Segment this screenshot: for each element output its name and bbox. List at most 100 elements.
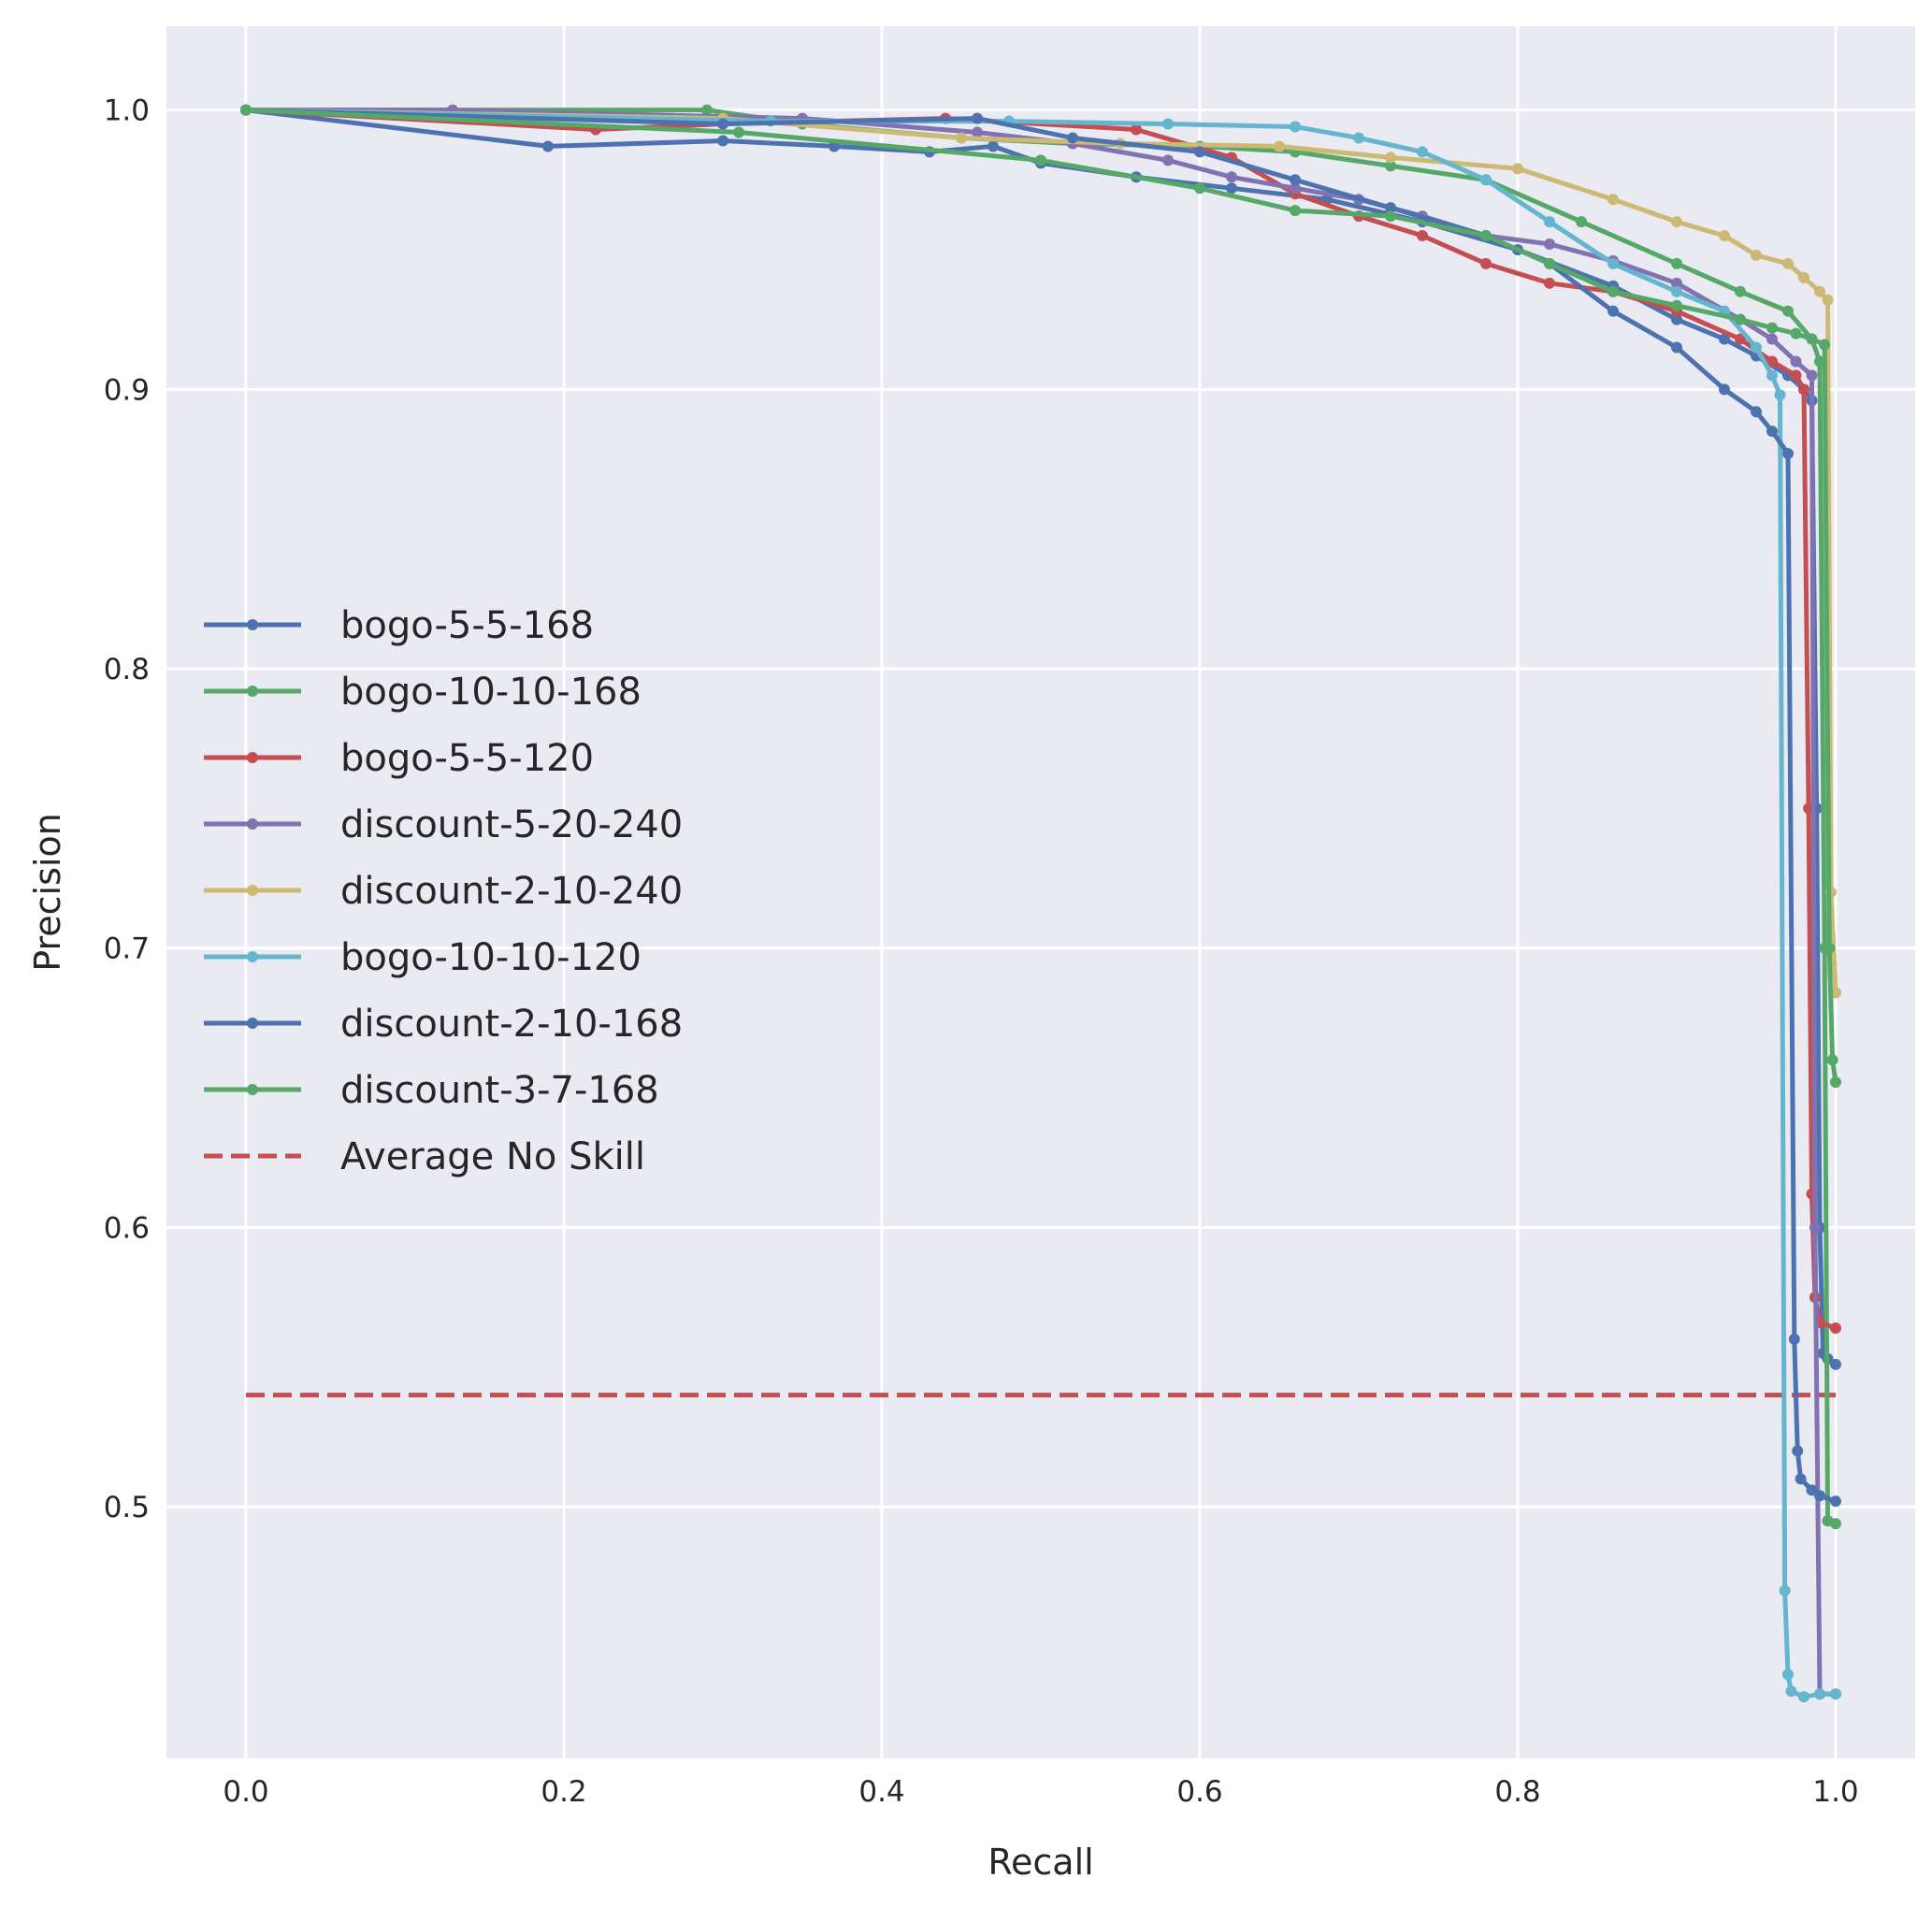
data-point [1544,277,1555,289]
legend: bogo-5-5-168 bogo-10-10-168 bogo-5-5-120 di… [204,604,683,1178]
data-point [1830,1358,1841,1370]
x-tick-label: 1.0 [1812,1775,1858,1809]
data-point [1735,333,1746,345]
data-point [1766,426,1778,438]
data-point [1782,257,1794,269]
data-point [1671,216,1682,228]
data-point [1766,333,1778,345]
data-point [717,135,728,147]
data-point [717,118,728,130]
data-point [1512,163,1523,175]
data-point [988,140,999,152]
data-point [1385,202,1396,214]
legend-label: discount-2-10-240 [340,870,683,913]
data-point [1719,333,1730,345]
data-point [1814,1490,1825,1502]
data-point [956,132,967,144]
data-point [1226,171,1237,183]
data-point [1385,160,1396,172]
data-point [1790,355,1802,368]
series-line-discount-3-7-168 [245,108,1838,1083]
data-point [1608,285,1619,297]
x-tick-label: 0.0 [223,1775,268,1809]
data-point [972,126,983,138]
legend-label: bogo-5-5-120 [340,737,594,780]
legend-marker [247,885,258,896]
legend-label: bogo-10-10-168 [340,671,642,714]
data-point [1830,1322,1841,1334]
data-point [1162,154,1174,166]
data-point [1194,182,1205,195]
data-point [1790,369,1802,382]
legend-label: bogo-5-5-168 [340,604,594,647]
x-tick-label: 0.6 [1176,1775,1222,1809]
data-point [1830,1495,1841,1508]
y-tick-label: 0.8 [104,653,150,686]
data-point [1814,285,1825,297]
x-axis-label: Recall [988,1842,1093,1883]
data-point [1226,182,1237,195]
legend-item-average-no-skill: Average No Skill [204,1135,645,1178]
data-point [1671,257,1682,269]
data-point [1792,1445,1804,1457]
data-point [1544,257,1555,269]
data-point [1194,146,1205,158]
data-point [1719,230,1730,242]
legend-label: bogo-10-10-120 [340,936,642,979]
gridlines [166,26,1915,1758]
legend-item-bogo-5-5-168: bogo-5-5-168 [204,604,594,647]
data-point [1385,210,1396,223]
data-point [1751,406,1762,418]
data-point [701,104,713,116]
data-point [1782,305,1794,317]
legend-marker [247,951,258,962]
data-point [1544,238,1555,250]
y-tick-label: 1.0 [104,94,150,128]
data-point [1824,942,1836,954]
data-point [1274,140,1285,152]
data-point [1788,1333,1800,1345]
legend-item-discount-2-10-168: discount-2-10-168 [204,1003,683,1046]
legend-label: Average No Skill [340,1135,645,1178]
data-point [1290,182,1301,195]
data-point [1544,216,1555,228]
data-point [1608,257,1619,269]
legend-marker [247,686,258,697]
data-point [1782,1669,1794,1681]
data-point [1806,369,1818,382]
data-point [1751,249,1762,261]
data-point [240,104,252,116]
legend-marker [247,619,258,630]
data-point [1766,322,1778,334]
data-point [1417,230,1428,242]
legend-marker [247,752,258,763]
series-line-bogo-5-5-168 [245,108,1838,1366]
y-tick-label: 0.7 [104,932,150,966]
data-point [1806,1484,1818,1496]
data-point [1830,1518,1841,1530]
data-point [1798,271,1809,283]
data-point [1795,1473,1807,1485]
legend-label: discount-2-10-168 [340,1003,683,1046]
legend-label: discount-3-7-168 [340,1069,659,1112]
data-point [1608,305,1619,317]
data-point [1671,299,1682,311]
legend-marker [247,1018,258,1029]
data-point [542,140,554,152]
legend-marker [247,1084,258,1095]
legend-item-discount-2-10-240: discount-2-10-240 [204,870,683,913]
data-point [1290,174,1301,186]
data-point [1735,313,1746,325]
data-point [1671,285,1682,297]
data-point [1290,121,1301,133]
data-point [1131,123,1142,136]
data-point [972,112,983,124]
data-point [1385,152,1396,164]
x-tick-label: 0.4 [858,1775,904,1809]
x-tick-label: 0.8 [1494,1775,1540,1809]
data-point [1035,154,1046,166]
y-tick-label: 0.6 [104,1211,150,1245]
data-point [1162,118,1174,130]
